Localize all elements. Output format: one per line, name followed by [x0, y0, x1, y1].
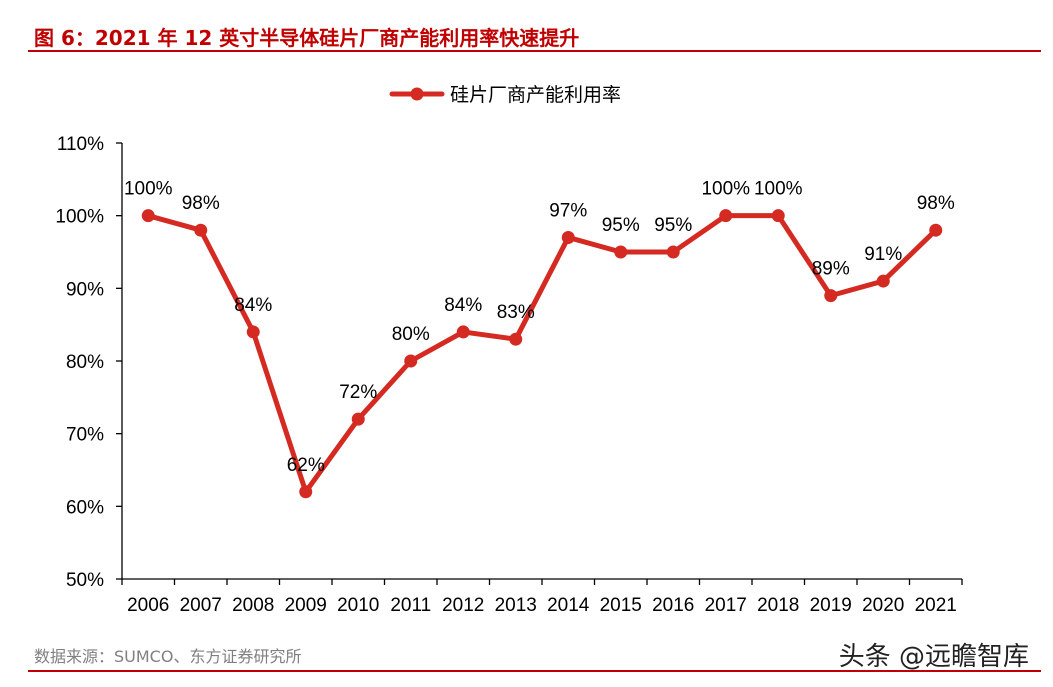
x-tick-label: 2006 — [127, 595, 169, 616]
x-tick-label: 2013 — [495, 595, 537, 616]
data-label: 100% — [124, 179, 173, 200]
chart-legend: 硅片厂商产能利用率 — [389, 84, 621, 106]
data-point — [561, 230, 575, 244]
y-tick-label: 70% — [66, 425, 104, 446]
x-tick-label: 2018 — [757, 595, 799, 616]
x-tick-label: 2017 — [705, 595, 747, 616]
data-label: 72% — [339, 382, 377, 403]
data-label: 91% — [864, 244, 902, 265]
legend-marker — [410, 87, 424, 101]
data-source-note: 数据来源：SUMCO、东方证券研究所 — [34, 647, 302, 666]
data-label: 83% — [497, 302, 535, 323]
data-label: 89% — [812, 259, 850, 280]
data-point — [666, 245, 680, 259]
data-label: 84% — [234, 295, 272, 316]
figure-footer: 数据来源：SUMCO、东方证券研究所 — [28, 634, 1041, 674]
x-tick-label: 2019 — [810, 595, 852, 616]
data-point — [246, 325, 260, 339]
footer-divider — [28, 670, 1041, 672]
figure-title: 图 6：2021 年 12 英寸半导体硅片厂商产能利用率快速提升 — [34, 26, 580, 50]
y-tick-label: 80% — [66, 352, 104, 373]
data-label: 100% — [701, 179, 750, 200]
data-label: 95% — [602, 215, 640, 236]
data-label: 80% — [392, 324, 430, 345]
data-point — [929, 223, 943, 237]
data-label: 100% — [754, 179, 803, 200]
x-tick-label: 2012 — [442, 595, 484, 616]
data-point — [509, 332, 523, 346]
x-tick-label: 2016 — [652, 595, 694, 616]
data-point — [719, 209, 733, 223]
data-label: 95% — [654, 215, 692, 236]
data-label: 97% — [549, 200, 587, 221]
data-point — [404, 354, 418, 368]
x-tick-label: 2009 — [285, 595, 327, 616]
x-tick-label: 2014 — [547, 595, 590, 616]
x-tick-label: 2008 — [232, 595, 274, 616]
data-label: 84% — [444, 295, 482, 316]
y-tick-label: 100% — [55, 207, 104, 228]
data-point — [194, 223, 208, 237]
data-point — [876, 274, 890, 288]
data-point — [299, 485, 313, 499]
data-point — [771, 209, 785, 223]
x-tick-label: 2007 — [180, 595, 222, 616]
x-tick-label: 2010 — [337, 595, 379, 616]
data-point — [141, 209, 155, 223]
chart-axes: 50% 60% 70% 80% 90% 100% 110% 2006 2007 2008 2009 2… — [55, 134, 963, 616]
data-label: 98% — [917, 193, 955, 214]
x-tick-label: 2015 — [600, 595, 642, 616]
watermark: 头条 @远瞻智库 — [838, 642, 1029, 672]
plot-area: 100%98%84%62%72%80%84% 83%97%95% 95%100% 10… — [124, 179, 955, 499]
y-tick-label: 90% — [66, 279, 104, 300]
x-tick-label: 2011 — [390, 595, 431, 616]
figure-header: 图 6：2021 年 12 英寸半导体硅片厂商产能利用率快速提升 — [28, 18, 1041, 52]
y-tick-label: 110% — [57, 134, 104, 155]
data-point — [351, 412, 365, 426]
data-label: 62% — [287, 455, 325, 476]
data-point — [614, 245, 628, 259]
x-tick-label: 2021 — [915, 595, 957, 616]
y-tick-label: 50% — [66, 570, 104, 591]
title-divider — [28, 50, 1041, 52]
data-label: 98% — [182, 193, 220, 214]
data-point — [824, 289, 838, 303]
data-point — [456, 325, 470, 339]
series-line — [145, 213, 939, 495]
y-tick-label: 60% — [66, 497, 104, 518]
x-tick-label: 2020 — [862, 595, 904, 616]
legend-label: 硅片厂商产能利用率 — [450, 84, 621, 106]
